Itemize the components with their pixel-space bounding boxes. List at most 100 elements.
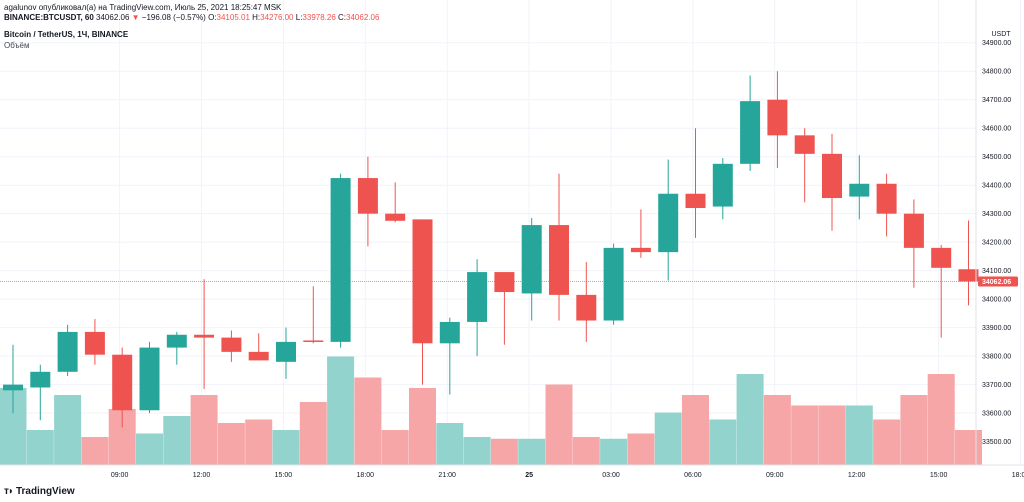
candle-body bbox=[276, 341, 296, 362]
candle-body bbox=[712, 163, 733, 207]
low-value: 33978.26 bbox=[302, 13, 336, 22]
candle-body bbox=[357, 178, 378, 214]
ohlc-line: BINANCE:BTCUSDT, 60 34062.06 ▼ −196.08 (… bbox=[4, 12, 379, 23]
candle-body bbox=[740, 101, 761, 164]
candle-body bbox=[630, 247, 651, 253]
volume-bar bbox=[845, 405, 873, 465]
low-label: L: bbox=[295, 13, 303, 22]
open-value: 34105.01 bbox=[216, 13, 250, 22]
volume-bar bbox=[600, 438, 628, 465]
x-tick-label: 15:00 bbox=[275, 472, 293, 479]
volume-bar bbox=[26, 430, 54, 465]
x-tick-label: 21:00 bbox=[438, 472, 456, 479]
high-label: H: bbox=[252, 13, 261, 22]
last-price-tag: 34062.06 bbox=[978, 276, 1018, 287]
volume-bar bbox=[955, 430, 982, 465]
volume-bar bbox=[190, 395, 218, 465]
candle-body bbox=[794, 135, 815, 154]
volume-bar bbox=[654, 412, 682, 465]
candles bbox=[3, 71, 979, 428]
volume-bar bbox=[545, 384, 573, 465]
volume-bar bbox=[572, 437, 600, 465]
candle-body bbox=[30, 371, 51, 388]
candle-body bbox=[194, 334, 215, 338]
candle-body bbox=[139, 347, 160, 411]
x-tick-label: 03:00 bbox=[602, 472, 620, 479]
time-axis[interactable]: 09:00 12:00 15:00 18:00 21:00 25 03:00 06:00 09:… bbox=[0, 464, 1024, 479]
volume-bar bbox=[736, 374, 764, 465]
candle-body bbox=[549, 225, 569, 295]
volume-bar bbox=[136, 433, 163, 465]
currency-label: USDT bbox=[991, 31, 1011, 38]
tradingview-logo[interactable]: ᴛ◗ TradingView bbox=[4, 486, 75, 497]
candle-body bbox=[603, 247, 624, 321]
high-value: 34276.00 bbox=[260, 13, 294, 22]
candle-body bbox=[876, 183, 897, 214]
volume-bar bbox=[409, 388, 436, 465]
volume-bar bbox=[272, 430, 300, 465]
y-tick-label: 34100.00 bbox=[982, 268, 1011, 275]
legend-title-text: Bitcoin / TetherUS, 1Ч, BINANCE bbox=[4, 30, 129, 39]
open-label: O: bbox=[208, 13, 217, 22]
change-value: −196.08 (−0.57%) bbox=[141, 13, 206, 22]
x-tick-label: 12:00 bbox=[193, 472, 211, 479]
candle-body bbox=[112, 354, 133, 411]
volume-bar bbox=[354, 377, 382, 465]
y-tick-label: 34000.00 bbox=[982, 297, 1011, 304]
candle-body bbox=[467, 272, 488, 322]
volume-bar bbox=[627, 433, 655, 465]
last-price-tag-label: 34062.06 bbox=[982, 279, 1011, 286]
volume-bar bbox=[900, 395, 928, 465]
legend-title[interactable]: Bitcoin / TetherUS, 1Ч, BINANCE bbox=[4, 29, 128, 40]
volume-bar bbox=[381, 430, 409, 465]
candle-body bbox=[767, 99, 788, 136]
close-value: 34062.06 bbox=[346, 13, 380, 22]
volume-bar bbox=[518, 438, 546, 465]
candle-body bbox=[248, 351, 269, 361]
volume-bar bbox=[463, 437, 491, 465]
x-tick-label: 09:00 bbox=[111, 472, 129, 479]
candle-body bbox=[903, 213, 924, 248]
candle-body bbox=[330, 178, 351, 342]
volume-bar bbox=[873, 419, 901, 465]
volume-legend[interactable]: Объём bbox=[4, 40, 30, 51]
x-tick-label: 12:00 bbox=[848, 472, 866, 479]
publish-line: agalunov опубликовал(а) на TradingView.c… bbox=[4, 2, 281, 13]
candle-body bbox=[576, 294, 597, 321]
price-axis[interactable]: USDT 34900.00 34800.00 34700.00 34600.00 345… bbox=[975, 0, 1011, 465]
volume-legend-text: Объём bbox=[4, 41, 30, 50]
x-tick-label: 09:00 bbox=[766, 472, 784, 479]
y-tick-label: 33500.00 bbox=[982, 439, 1011, 446]
candle-body bbox=[385, 213, 406, 221]
y-tick-label: 33800.00 bbox=[982, 354, 1011, 361]
volume-bar bbox=[436, 423, 464, 465]
volume-bar bbox=[709, 419, 737, 465]
x-tick-label: 06:00 bbox=[684, 472, 702, 479]
symbol-label: BINANCE:BTCUSDT, 60 bbox=[4, 13, 94, 22]
y-tick-label: 34800.00 bbox=[982, 69, 1011, 76]
publish-text: agalunov опубликовал(а) на TradingView.c… bbox=[4, 3, 282, 12]
candle-body bbox=[958, 269, 979, 282]
volume-bar bbox=[299, 402, 327, 465]
candle-body bbox=[303, 340, 324, 342]
candle-body bbox=[221, 337, 242, 352]
candle-body bbox=[166, 334, 187, 348]
volume-bar bbox=[490, 438, 518, 465]
candle-body bbox=[494, 272, 515, 293]
logo-text: TradingView bbox=[15, 486, 75, 497]
candle-body bbox=[685, 193, 706, 208]
y-tick-label: 34400.00 bbox=[982, 183, 1011, 190]
candle-body bbox=[439, 321, 460, 344]
y-tick-label: 33900.00 bbox=[982, 325, 1011, 332]
candle-body bbox=[57, 331, 78, 372]
close-label: C: bbox=[338, 13, 347, 22]
x-tick-label: 15:00 bbox=[930, 472, 948, 479]
candle-body bbox=[521, 225, 542, 294]
volume-bar bbox=[81, 437, 109, 465]
y-tick-label: 34600.00 bbox=[982, 126, 1011, 133]
candle-body bbox=[658, 193, 679, 253]
last-value: 34062.06 bbox=[96, 13, 130, 22]
candle-body bbox=[849, 183, 870, 197]
y-tick-label: 33600.00 bbox=[982, 411, 1011, 418]
